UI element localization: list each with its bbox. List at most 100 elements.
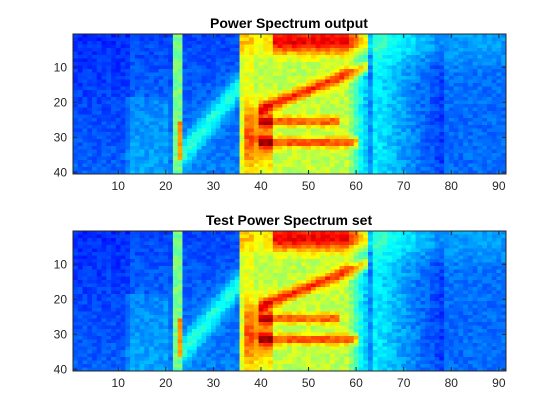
heatmap-cell [467,107,474,112]
heatmap-cell [486,252,493,256]
heatmap-cell [277,58,283,63]
heatmap-cell [239,163,245,168]
heatmap-cell [106,86,112,91]
heatmap-cell [115,114,121,119]
heatmap-cell [125,231,131,235]
heatmap-cell [406,139,412,143]
heatmap-cell [73,248,79,253]
heatmap-cell [134,163,140,168]
heatmap-cell [153,163,159,168]
heatmap-cell [439,163,445,168]
heatmap-cell [382,97,388,101]
heatmap-cell [244,142,250,147]
heatmap-cell [325,44,331,49]
heatmap-cell [453,90,459,94]
heatmap-cell [92,125,98,129]
heatmap-cell [82,118,88,122]
heatmap-cell [249,83,255,87]
heatmap-cell [472,248,478,253]
heatmap-cell [320,142,326,147]
heatmap-cell [439,252,445,256]
heatmap-cell [339,170,345,175]
heatmap-cell [201,37,207,42]
heatmap-cell [448,107,455,112]
heatmap-cell [258,107,264,112]
heatmap-cell [182,72,188,77]
heatmap-cell [358,146,364,150]
heatmap-cell [225,111,231,115]
heatmap-cell [320,37,326,42]
heatmap-cell [458,273,464,277]
heatmap-cell [187,153,193,157]
heatmap-cell [96,269,102,274]
heatmap-cell [477,118,483,122]
heatmap-cell [491,231,497,235]
heatmap-cell [458,139,464,143]
heatmap-cell [353,37,359,42]
heatmap-cell [153,97,159,101]
heatmap-cell [339,121,345,126]
heatmap-cell [491,111,497,115]
heatmap-cell [82,248,88,253]
heatmap-cell [358,97,364,101]
heatmap-cell [482,139,488,143]
heatmap-cell [234,86,240,91]
heatmap-cell [353,252,359,256]
heatmap-cell [249,132,255,136]
heatmap-cell [96,255,102,260]
heatmap-cell [301,156,307,161]
heatmap-cell [368,234,374,239]
heatmap-cell [382,276,388,281]
heatmap-cell [101,248,107,253]
heatmap-cell [406,72,412,77]
heatmap-cell [239,93,245,98]
heatmap-cell [448,86,455,91]
heatmap-cell [363,37,369,42]
heatmap-cell [234,72,240,77]
heatmap-cell [225,41,231,45]
heatmap-cell [125,167,131,171]
heatmap-cell [448,149,455,154]
heatmap-cell [87,62,93,66]
heatmap-cell [425,142,431,147]
heatmap-cell [144,121,150,126]
heatmap-cell [472,100,478,105]
heatmap-cell [444,72,450,77]
heatmap-cell [444,86,450,91]
heatmap-cell [420,58,426,63]
heatmap-cell [339,93,345,98]
heatmap-cell [115,273,121,277]
heatmap-cell [291,153,297,157]
heatmap-cell [249,266,255,270]
heatmap-cell [87,167,93,171]
heatmap-cell [92,79,98,84]
heatmap-cell [429,276,435,281]
heatmap-cell [296,125,302,129]
heatmap-cell [163,41,169,45]
heatmap-cell [406,69,412,73]
heatmap-cell [230,55,236,59]
heatmap-cell [201,280,207,284]
heatmap-cell [106,37,112,42]
heatmap-cell [215,146,221,150]
heatmap-cell [287,69,293,73]
heatmap-cell [463,65,469,70]
heatmap-cell [467,238,474,242]
heatmap-cell [163,79,169,84]
heatmap-cell [96,135,102,140]
heatmap-cell [182,252,188,256]
heatmap-cell [73,149,79,154]
heatmap-cell [239,86,245,91]
heatmap-cell [111,72,117,77]
heatmap-cell [258,248,264,253]
heatmap-cell [291,135,297,140]
heatmap-cell [410,234,416,239]
heatmap-cell [396,163,402,168]
heatmap-cell [120,48,126,52]
heatmap-cell [153,146,159,150]
heatmap-cell [244,44,250,49]
heatmap-cell [482,48,488,52]
heatmap-cell [168,241,174,246]
heatmap-cell [301,69,307,73]
heatmap-cell [472,139,478,143]
